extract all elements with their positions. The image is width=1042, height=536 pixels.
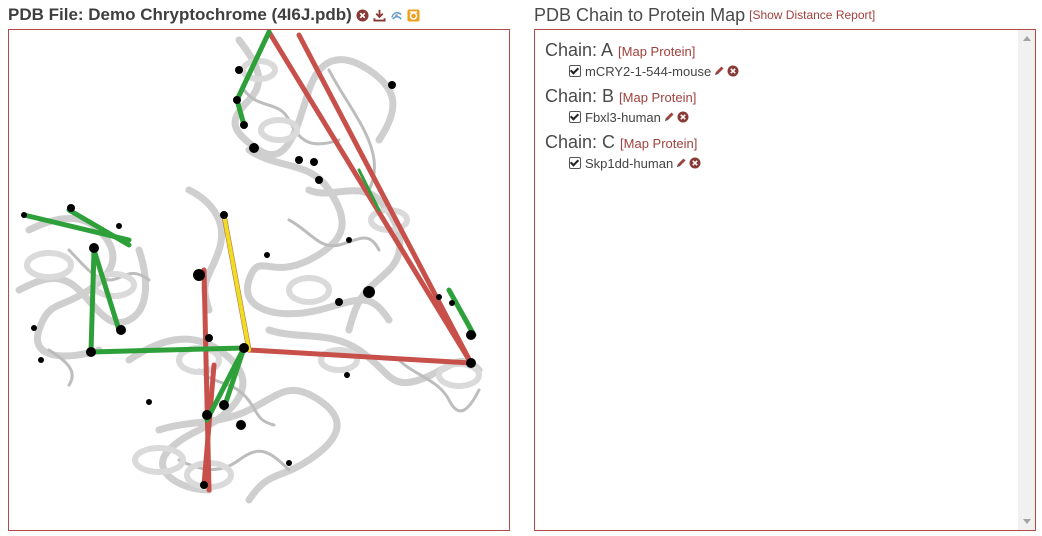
chain-b: Chain: B [Map Protein] Fbxl3-human [545,86,739,126]
chain-a: Chain: A [Map Protein] mCRY2-1-544-mouse [545,40,739,80]
crosslink-lines [21,30,477,493]
close-circle-icon[interactable] [677,111,689,123]
scroll-down-arrow-icon[interactable] [1023,519,1031,524]
crosslink-green-line [66,207,132,248]
protein-checkbox[interactable] [569,157,581,169]
download-icon[interactable] [373,9,386,22]
chain-map-header: PDB Chain to Protein Map [Show Distance … [534,3,875,27]
pdb-file-title: PDB File: Demo Chryptochrome (4I6J.pdb) [8,5,352,24]
crosslink-green-line [234,30,272,103]
chain-label: Chain: A [545,40,614,60]
chain-c: Chain: C [Map Protein] Skp1dd-human [545,132,739,172]
molecule-icon[interactable] [390,9,403,22]
protein-checkbox[interactable] [569,111,581,123]
residue-markers [21,66,476,489]
crosslink-red-line [266,30,474,366]
show-distance-report-link[interactable]: [Show Distance Report] [749,8,876,22]
chain-list: Chain: A [Map Protein] mCRY2-1-544-mouse… [545,40,739,178]
crosslink-green-line [91,247,122,333]
pdb-3d-viewer[interactable] [8,29,510,531]
protein-row: mCRY2-1-544-mouse [569,62,739,80]
protein-checkbox[interactable] [569,65,581,77]
protein-row: Skp1dd-human [569,154,739,172]
protein-row: Fbxl3-human [569,108,739,126]
crosslink-green-line [221,345,247,411]
chain-label: Chain: B [545,86,615,106]
map-protein-link[interactable]: [Map Protein] [619,90,697,105]
close-circle-icon[interactable] [727,65,739,77]
chain-protein-map-panel: Chain: A [Map Protein] mCRY2-1-544-mouse… [534,29,1036,531]
pencil-icon[interactable] [663,111,675,123]
crosslink-green-line [446,287,477,338]
crosslink-green-line [88,247,97,355]
crosslink-yellow-line [222,213,251,352]
crosslink-red-line [201,267,212,493]
protein-name: Fbxl3-human [585,109,661,125]
protein-ribbon [15,36,483,504]
scroll-up-arrow-icon[interactable] [1023,36,1031,41]
crosslink-green-line [357,168,381,212]
pdb-file-header: PDB File: Demo Chryptochrome (4I6J.pdb) [8,3,420,27]
chain-map-title: PDB Chain to Protein Map [534,4,746,25]
crosslink-green-line [88,345,247,355]
pencil-icon[interactable] [675,157,687,169]
pencil-icon[interactable] [713,65,725,77]
protein-name: Skp1dd-human [585,155,674,171]
crosslink-green-line [234,97,247,128]
protein-name: mCRY2-1-544-mouse [585,63,712,79]
map-protein-link[interactable]: [Map Protein] [620,136,698,151]
snapshot-icon[interactable] [407,8,420,22]
map-protein-link[interactable]: [Map Protein] [618,44,696,59]
chain-label: Chain: C [545,132,616,152]
crosslink-red-line [296,32,474,366]
close-circle-icon[interactable] [689,157,701,169]
crosslink-red-line [246,347,474,366]
vertical-scrollbar[interactable] [1018,30,1035,530]
close-circle-icon[interactable] [356,8,369,22]
protein-structure-canvas[interactable] [9,30,509,530]
